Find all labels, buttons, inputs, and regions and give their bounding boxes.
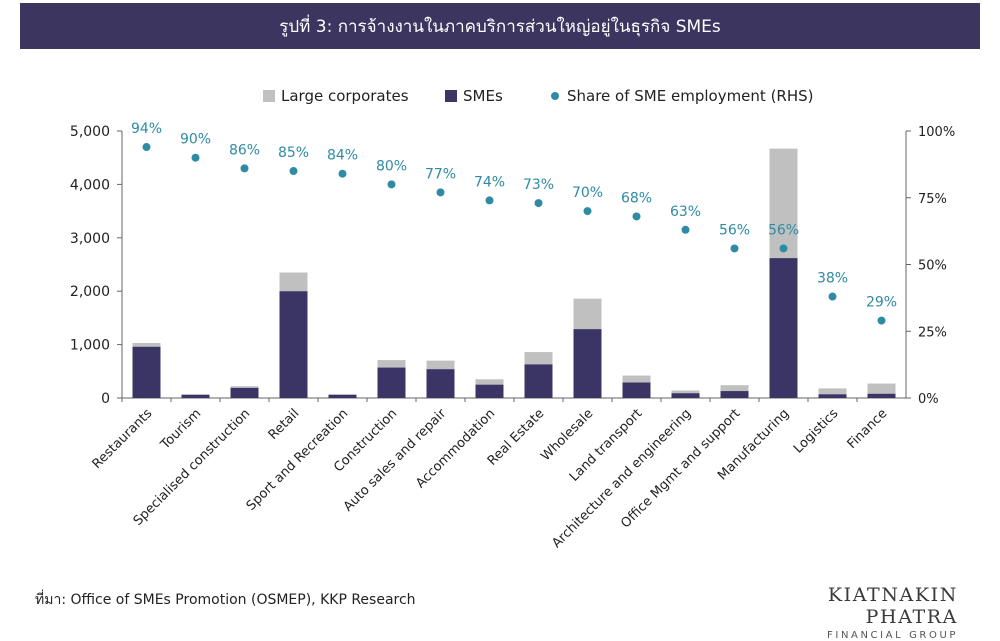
bar-large-corporates: [132, 342, 161, 347]
bar-smes: [426, 369, 455, 398]
y-left-tick-label: 3,000: [70, 231, 110, 247]
logo-sub-text: FINANCIAL GROUP: [827, 630, 958, 641]
share-data-label: 85%: [278, 145, 309, 161]
bar-smes: [622, 382, 651, 398]
share-data-label: 68%: [621, 190, 652, 206]
bar-large-corporates: [720, 385, 749, 392]
share-data-label: 74%: [474, 174, 505, 190]
chart-title: รูปที่ 3: การจ้างงานในภาคบริการส่วนใหญ่อ…: [279, 16, 721, 37]
bar-large-corporates: [181, 394, 210, 395]
share-point: [534, 199, 543, 208]
bar-smes: [769, 258, 798, 398]
share-point: [338, 169, 347, 178]
y-left-tick-label: 0: [101, 391, 110, 407]
bar-smes: [377, 367, 406, 398]
share-data-label: 86%: [229, 142, 260, 158]
bar-large-corporates: [524, 352, 553, 365]
share-point: [142, 143, 151, 152]
bar-smes: [818, 394, 847, 398]
y-right-tick-label: 100%: [918, 125, 955, 140]
legend-label-large-corporates: Large corporates: [281, 87, 409, 105]
legend-swatch-large-corporates: [263, 90, 275, 102]
bar-large-corporates: [573, 298, 602, 330]
share-data-label: 70%: [572, 185, 603, 201]
source-note: ที่มา: Office of SMEs Promotion (OSMEP),…: [35, 592, 416, 608]
share-point: [387, 180, 396, 189]
bar-smes: [328, 394, 357, 398]
logo-main-text: KIATNAKIN PHATRA: [827, 584, 958, 628]
legend-label-smes: SMEs: [463, 87, 503, 105]
share-point: [436, 188, 445, 197]
y-right-tick-label: 50%: [918, 259, 947, 274]
share-data-label: 90%: [180, 132, 211, 148]
category-label: Tourism: [157, 406, 204, 453]
share-point: [289, 167, 298, 176]
y-left-tick-label: 2,000: [70, 284, 110, 300]
share-point: [681, 225, 690, 234]
share-data-label: 29%: [866, 295, 897, 311]
y-right-tick-label: 0%: [918, 392, 939, 407]
share-data-label: 38%: [817, 271, 848, 287]
bar-smes: [867, 393, 896, 398]
y-left-tick-label: 1,000: [70, 338, 110, 354]
category-label: Finance: [845, 406, 891, 452]
bar-smes: [524, 364, 553, 398]
share-data-label: 73%: [523, 177, 554, 193]
chart-title-bar: รูปที่ 3: การจ้างงานในภาคบริการส่วนใหญ่อ…: [20, 3, 980, 49]
company-logo: KIATNAKIN PHATRA FINANCIAL GROUP: [748, 584, 958, 641]
share-point: [583, 207, 592, 216]
bar-smes: [181, 394, 210, 398]
bar-large-corporates: [622, 375, 651, 383]
y-right-tick-label: 75%: [918, 192, 947, 207]
category-label: Restaurants: [90, 406, 156, 472]
bar-large-corporates: [377, 360, 406, 368]
bar-large-corporates: [475, 379, 504, 385]
bar-large-corporates: [867, 383, 896, 394]
bar-smes: [230, 387, 259, 398]
share-data-label: 94%: [131, 121, 162, 137]
bar-large-corporates: [426, 360, 455, 370]
bar-smes: [573, 329, 602, 398]
share-point: [730, 244, 739, 253]
y-left-tick-label: 4,000: [70, 177, 110, 193]
share-data-label: 80%: [376, 158, 407, 174]
share-point: [632, 212, 641, 221]
bar-large-corporates: [671, 390, 700, 394]
category-label: Logistics: [791, 406, 842, 457]
legend-swatch-smes: [445, 90, 457, 102]
share-point: [485, 196, 494, 205]
y-right-tick-label: 25%: [918, 325, 947, 340]
bar-smes: [279, 291, 308, 398]
share-data-label: 77%: [425, 166, 456, 182]
bar-large-corporates: [769, 148, 798, 259]
bar-smes: [475, 384, 504, 398]
bar-smes: [671, 393, 700, 398]
share-data-label: 56%: [768, 222, 799, 238]
share-point: [779, 244, 788, 253]
share-point: [877, 316, 886, 325]
bar-smes: [720, 391, 749, 398]
share-data-label: 56%: [719, 222, 750, 238]
share-data-label: 84%: [327, 148, 358, 164]
legend-label-share: Share of SME employment (RHS): [567, 87, 814, 105]
category-label: Retail: [266, 406, 303, 443]
share-data-label: 63%: [670, 204, 701, 220]
bar-large-corporates: [230, 386, 259, 388]
bar-large-corporates: [279, 272, 308, 292]
share-point: [240, 164, 249, 173]
bar-smes: [132, 346, 161, 398]
bar-large-corporates: [818, 388, 847, 395]
legend-marker-share: [551, 92, 559, 100]
stacked-bar-chart: 0 1,000 2,000 3,000 4,000 5,000 0% 25% 50% 75% 100…: [70, 87, 955, 551]
share-point: [828, 292, 837, 301]
share-point: [191, 153, 200, 162]
bar-large-corporates: [328, 394, 357, 395]
y-left-tick-label: 5,000: [70, 124, 110, 140]
